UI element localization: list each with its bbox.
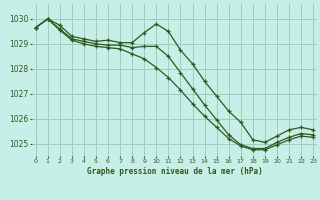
X-axis label: Graphe pression niveau de la mer (hPa): Graphe pression niveau de la mer (hPa) bbox=[86, 167, 262, 176]
